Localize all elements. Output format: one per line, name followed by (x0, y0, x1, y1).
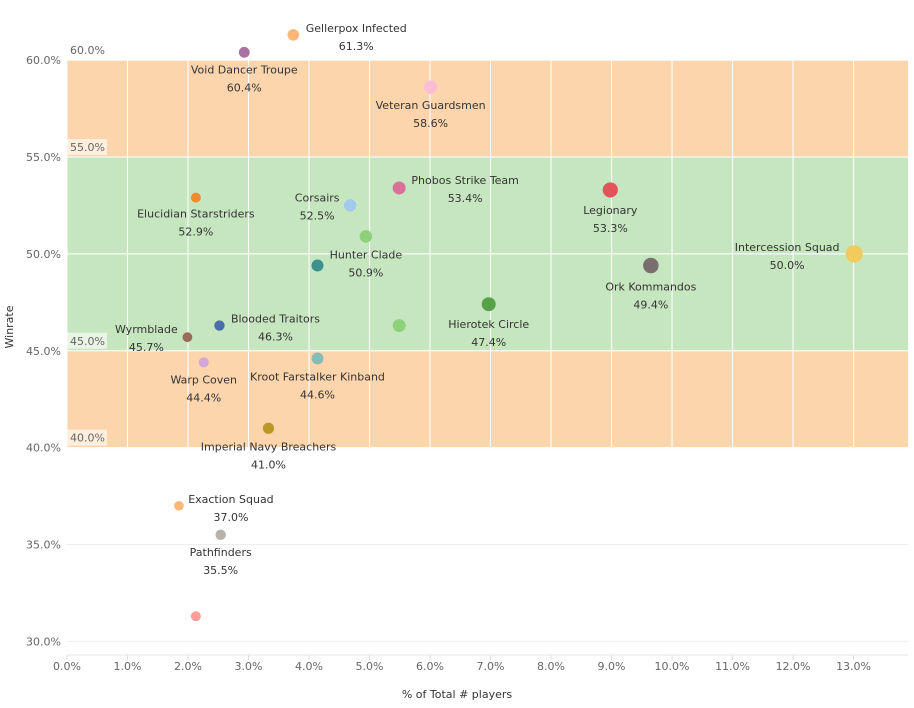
reference-label-bg (67, 429, 107, 446)
reference-label-bg (67, 42, 107, 59)
point-name-label: Hierotek Circle (448, 318, 529, 331)
y-tick-label: 60.0% (26, 54, 61, 67)
point-name-label: Void Dancer Troupe (191, 63, 298, 76)
point-legionary (602, 182, 618, 198)
point-name-label: Veteran Guardsmen (376, 99, 486, 112)
point-value-label: 45.7% (129, 341, 164, 354)
point-value-label: 41.0% (251, 458, 286, 471)
point-hunter-clade (359, 230, 373, 243)
point-value-label: 47.4% (471, 336, 506, 349)
point-corsairs (343, 199, 357, 212)
point-value-label: 44.4% (186, 391, 221, 404)
point-exaction-squad (174, 500, 184, 511)
point-name-label: Exaction Squad (188, 493, 273, 506)
point-value-label: 53.4% (448, 192, 483, 205)
point-name-label: Phobos Strike Team (411, 174, 518, 187)
point-value-label: 53.3% (593, 222, 628, 235)
point-ork-kommandos (643, 257, 659, 274)
point-unlabeled (190, 611, 201, 622)
point-imperial-navy-breachers (262, 422, 275, 434)
point-name-label: Elucidian Starstriders (137, 208, 255, 221)
x-tick-label: 10.0% (655, 660, 690, 673)
point-value-label: 46.3% (258, 331, 293, 344)
y-tick-label: 40.0% (26, 442, 61, 455)
point-elucidian-starstriders (190, 192, 201, 203)
x-tick-label: 9.0% (598, 660, 626, 673)
point-name-label: Intercession Squad (735, 241, 840, 254)
x-tick-label: 13.0% (836, 660, 871, 673)
point-name-label: Ork Kommandos (605, 280, 696, 293)
point-name-label: Warp Coven (170, 373, 237, 386)
band-2 (67, 350, 908, 448)
point-veteran-guardsmen (423, 80, 438, 94)
x-tick-label: 11.0% (715, 660, 750, 673)
band-0 (67, 60, 908, 157)
point-pathfinders (215, 529, 226, 541)
y-axis-title: Winrate (3, 305, 16, 348)
x-axis-title: % of Total # players (402, 688, 513, 701)
point-phobos-strike-team (392, 181, 406, 195)
point-hierotek-circle (481, 297, 496, 312)
point-gellerpox-infected (287, 29, 300, 41)
point-value-label: 50.9% (348, 266, 383, 279)
point-name-label: Pathfinders (190, 546, 252, 559)
y-tick-label: 45.0% (26, 345, 61, 358)
point-name-label: Hunter Clade (330, 248, 403, 261)
point-unlabeled (311, 259, 324, 272)
point-value-label: 44.6% (300, 389, 335, 402)
x-tick-label: 5.0% (356, 660, 384, 673)
y-tick-label: 55.0% (26, 151, 61, 164)
point-value-label: 37.0% (213, 511, 248, 524)
y-tick-label: 35.0% (26, 539, 61, 552)
x-tick-label: 3.0% (235, 660, 263, 673)
point-void-dancer-troupe (238, 46, 250, 58)
reference-label-bg (67, 138, 107, 155)
reference-label: 40.0% (70, 432, 105, 445)
reference-label: 60.0% (70, 44, 105, 57)
point-value-label: 52.5% (300, 209, 335, 222)
point-value-label: 49.4% (633, 298, 668, 311)
point-blooded-traitors (214, 320, 225, 331)
point-name-label: Corsairs (295, 191, 340, 204)
point-name-label: Wyrmblade (115, 323, 178, 336)
x-tick-label: 0.0% (53, 660, 81, 673)
point-name-label: Kroot Farstalker Kinband (250, 371, 385, 384)
point-intercession-squad (845, 245, 863, 263)
x-tick-label: 7.0% (477, 660, 505, 673)
point-value-label: 52.9% (178, 226, 213, 239)
x-tick-label: 4.0% (295, 660, 323, 673)
reference-label: 55.0% (70, 141, 105, 154)
x-tick-label: 6.0% (416, 660, 444, 673)
x-tick-label: 2.0% (174, 660, 202, 673)
point-wyrmblade (182, 332, 193, 343)
reference-label-bg (67, 332, 107, 349)
reference-label: 45.0% (70, 335, 105, 348)
point-name-label: Blooded Traitors (231, 313, 320, 326)
y-tick-label: 50.0% (26, 248, 61, 261)
y-tick-label: 30.0% (26, 635, 61, 648)
x-tick-label: 1.0% (114, 660, 142, 673)
point-name-label: Legionary (583, 204, 638, 217)
point-kroot-farstalker-kinband (311, 352, 324, 365)
point-name-label: Imperial Navy Breachers (201, 440, 337, 453)
point-value-label: 60.4% (227, 81, 262, 94)
point-value-label: 58.6% (413, 117, 448, 130)
point-value-label: 35.5% (203, 564, 238, 577)
x-tick-label: 8.0% (537, 660, 565, 673)
point-warp-coven (198, 357, 209, 368)
x-tick-label: 12.0% (776, 660, 811, 673)
point-value-label: 50.0% (770, 259, 805, 272)
point-name-label: Gellerpox Infected (306, 22, 407, 35)
point-unlabeled (392, 319, 406, 333)
point-value-label: 61.3% (339, 40, 374, 53)
